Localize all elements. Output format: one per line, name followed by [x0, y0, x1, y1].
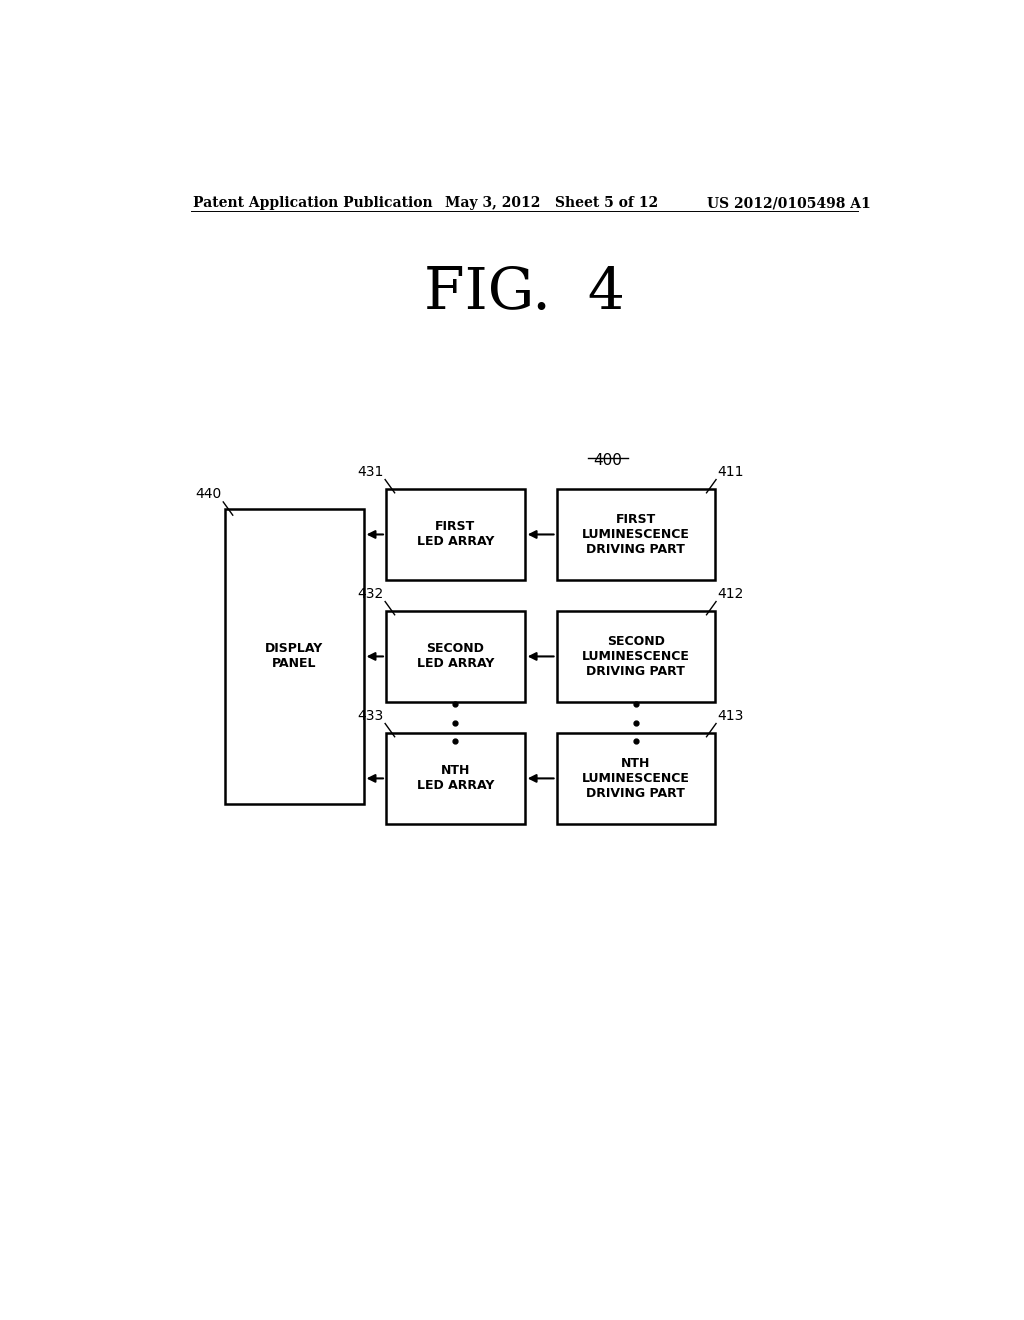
Bar	[557, 488, 716, 581]
Text: May 3, 2012   Sheet 5 of 12: May 3, 2012 Sheet 5 of 12	[445, 195, 658, 210]
Text: DISPLAY
PANEL: DISPLAY PANEL	[265, 643, 324, 671]
Text: 432: 432	[357, 586, 384, 601]
Bar	[225, 510, 364, 804]
Text: Patent Application Publication: Patent Application Publication	[194, 195, 433, 210]
Text: NTH
LED ARRAY: NTH LED ARRAY	[417, 764, 494, 792]
Bar	[386, 611, 524, 702]
Text: US 2012/0105498 A1: US 2012/0105498 A1	[708, 195, 871, 210]
Text: FIRST
LED ARRAY: FIRST LED ARRAY	[417, 520, 494, 549]
Text: 413: 413	[718, 709, 744, 722]
Text: FIG.  4: FIG. 4	[424, 265, 626, 321]
Text: 412: 412	[718, 586, 744, 601]
Text: 411: 411	[718, 465, 744, 479]
Bar	[557, 733, 716, 824]
Text: 400: 400	[594, 453, 623, 469]
Text: SECOND
LED ARRAY: SECOND LED ARRAY	[417, 643, 494, 671]
Bar	[386, 733, 524, 824]
Text: NTH
LUMINESCENCE
DRIVING PART: NTH LUMINESCENCE DRIVING PART	[582, 756, 690, 800]
Text: 440: 440	[196, 487, 221, 500]
Text: 431: 431	[357, 465, 384, 479]
Text: 433: 433	[357, 709, 384, 722]
Bar	[557, 611, 716, 702]
Text: FIRST
LUMINESCENCE
DRIVING PART: FIRST LUMINESCENCE DRIVING PART	[582, 513, 690, 556]
Text: SECOND
LUMINESCENCE
DRIVING PART: SECOND LUMINESCENCE DRIVING PART	[582, 635, 690, 678]
Bar	[386, 488, 524, 581]
